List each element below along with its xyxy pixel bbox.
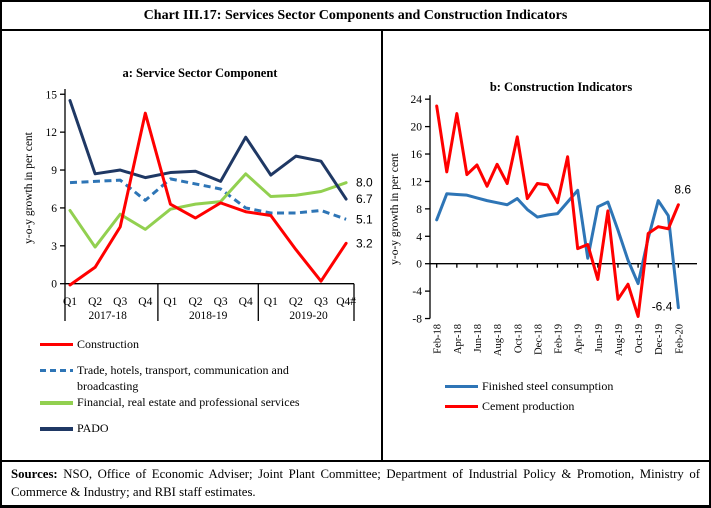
- quarter-label: Q3: [214, 296, 228, 308]
- y-tick-label: 24: [411, 94, 423, 106]
- sources-note: Sources: NSO, Office of Economic Adviser…: [2, 460, 709, 505]
- series-line-3: [68, 99, 348, 201]
- quarter-label: Q3: [113, 296, 127, 308]
- legend-item-steel: Finished steel consumption: [445, 379, 709, 395]
- pado-line-swatch: [40, 427, 73, 431]
- financial-line-swatch: [40, 401, 73, 405]
- chart-title: Chart III.17: Services Sector Components…: [2, 2, 709, 31]
- month-label: Aug-18: [493, 324, 504, 356]
- legend-label-construction: Construction: [77, 337, 139, 351]
- panel-a-title: a: Service Sector Component: [123, 66, 279, 80]
- month-label: Oct-18: [513, 324, 524, 353]
- quarter-label: Q4: [239, 296, 253, 308]
- series-line-0: [435, 188, 680, 310]
- legend-label-trade: Trade, hotels, transport, communication …: [77, 362, 289, 393]
- y-tick-label: -4: [412, 286, 422, 298]
- end-label-1: 5.1: [356, 212, 373, 226]
- legend-item-cement: Cement production: [445, 399, 709, 415]
- year-label: 2017-18: [89, 310, 128, 322]
- series-line-1: [69, 177, 347, 221]
- panel-b-title: b: Construction Indicators: [490, 80, 633, 94]
- sources-label: Sources:: [11, 467, 58, 481]
- series-line-1: [435, 104, 680, 318]
- quarter-label: Q2: [88, 296, 102, 308]
- month-label: Apr-19: [574, 324, 585, 354]
- steel-line-swatch: [445, 385, 478, 389]
- y-tick-label: 0: [416, 259, 422, 271]
- panel-b-legend: Finished steel consumption Cement produc…: [445, 379, 709, 415]
- legend-label-cement: Cement production: [482, 398, 575, 413]
- y-tick-label: 16: [411, 149, 423, 161]
- month-label: Jun-18: [473, 324, 484, 353]
- quarter-label: Q1: [163, 296, 177, 308]
- sources-text: NSO, Office of Economic Adviser; Joint P…: [11, 467, 700, 500]
- month-label: Feb-19: [554, 324, 565, 354]
- month-label: Dec-18: [533, 324, 544, 355]
- trade-dashed-line-swatch: [40, 368, 73, 373]
- series-line-2: [68, 172, 348, 249]
- main-area: a: Service Sector Component 0 3 6 9 12 15 y-o-y…: [2, 31, 709, 460]
- panel-a-legend: Construction Trade, hotels, transport, c…: [40, 337, 381, 437]
- legend-label-financial: Financial, real estate and professional …: [77, 395, 300, 410]
- month-label: Apr-18: [453, 324, 464, 354]
- quarter-label: Q3: [314, 296, 328, 308]
- year-label: 2018-19: [189, 310, 228, 322]
- cement-end-label: 8.6: [674, 183, 691, 197]
- quarter-label: Q4: [138, 296, 152, 308]
- y-tick-label: 4: [416, 231, 422, 243]
- panel-a-chart: a: Service Sector Component 0 3 6 9 12 15 y-o-y…: [23, 66, 373, 322]
- panel-a-y-axis-label: y-o-y growth in per cent: [23, 131, 35, 244]
- legend-label-pado: PADO: [77, 421, 109, 436]
- y-tick-label: 12: [411, 176, 423, 188]
- quarter-label: Q1: [63, 296, 77, 308]
- y-tick-label: 8: [416, 204, 422, 216]
- end-label-3: 6.7: [356, 192, 373, 206]
- legend-item-trade: Trade, hotels, transport, communication …: [40, 363, 360, 395]
- panel-b-chart: b: Construction Indicators -8 -4 0 4 8 12 16 20 2…: [389, 80, 697, 356]
- legend-item-pado: PADO: [40, 421, 360, 437]
- quarter-label: Q4#: [336, 296, 356, 308]
- legend-label-steel: Finished steel consumption: [482, 379, 614, 393]
- y-tick-label: 6: [51, 203, 57, 215]
- y-tick-label: 20: [411, 122, 423, 134]
- panel-b: b: Construction Indicators -8 -4 0 4 8 12 16 20 2…: [383, 31, 709, 460]
- quarter-label: Q2: [188, 296, 202, 308]
- y-tick-label: 0: [51, 279, 57, 291]
- y-tick-label: 9: [51, 165, 57, 177]
- y-tick-label: 12: [46, 127, 58, 139]
- end-label-2: 8.0: [356, 176, 373, 190]
- y-tick-label: 15: [46, 89, 58, 101]
- y-tick-label: 3: [51, 241, 57, 253]
- year-label: 2019-20: [289, 310, 328, 322]
- cement-line-swatch: [445, 404, 478, 409]
- legend-item-construction: Construction: [40, 337, 360, 353]
- construction-line-swatch: [40, 343, 73, 347]
- y-tick-label: -8: [412, 314, 422, 326]
- month-label: Aug-19: [614, 324, 625, 356]
- month-label: Feb-20: [674, 324, 685, 354]
- series-line-0: [68, 111, 348, 287]
- month-label: Oct-19: [634, 324, 645, 353]
- quarter-label: Q1: [264, 296, 278, 308]
- quarter-label: Q2: [289, 296, 303, 308]
- end-label-0: 3.2: [356, 236, 373, 250]
- month-label: Feb-18: [433, 324, 444, 354]
- panel-a: a: Service Sector Component 0 3 6 9 12 15 y-o-y…: [2, 31, 383, 460]
- legend-item-financial: Financial, real estate and professional …: [40, 395, 360, 411]
- panel-b-y-axis-label: y-o-y growth in per cent: [389, 152, 401, 265]
- month-label: Jun-19: [594, 324, 605, 353]
- month-label: Dec-19: [654, 324, 665, 355]
- steel-end-label: -6.4: [652, 300, 673, 314]
